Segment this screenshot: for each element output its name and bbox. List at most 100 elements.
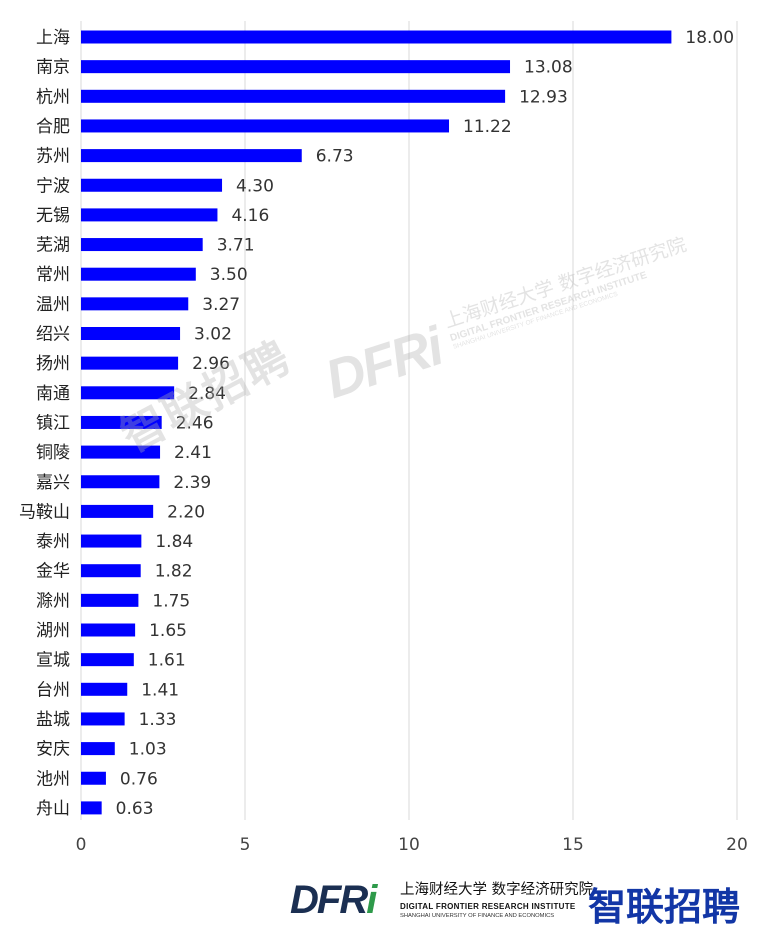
category-label: 马鞍山 <box>19 502 70 522</box>
value-label: 13.08 <box>524 58 573 78</box>
category-label: 安庆 <box>36 740 70 760</box>
category-label: 台州 <box>36 680 70 700</box>
bar <box>81 623 136 637</box>
value-label: 1.41 <box>141 680 179 700</box>
value-label: 1.33 <box>139 710 177 730</box>
bar <box>81 771 106 785</box>
value-label: 2.39 <box>173 473 211 493</box>
category-label: 合肥 <box>36 117 70 137</box>
category-label: 湖州 <box>36 621 70 641</box>
bar <box>81 534 142 548</box>
bar <box>81 504 154 518</box>
bar <box>81 178 223 192</box>
value-label: 0.63 <box>116 799 154 819</box>
dfri-logo-i: i <box>366 878 377 922</box>
bar <box>81 267 196 281</box>
bar <box>81 742 115 756</box>
category-label: 扬州 <box>36 354 70 374</box>
value-label: 1.61 <box>148 651 186 671</box>
category-label: 苏州 <box>36 147 70 167</box>
category-label: 滁州 <box>36 591 70 611</box>
value-label: 6.73 <box>316 147 354 167</box>
bar <box>81 415 162 429</box>
x-tick-label: 5 <box>240 835 251 855</box>
category-label: 南通 <box>36 384 70 404</box>
value-label: 3.71 <box>217 236 255 256</box>
dfri-institute-en-sub: SHANGHAI UNIVERSITY OF FINANCE AND ECONO… <box>400 913 555 919</box>
value-label: 1.03 <box>129 740 167 760</box>
value-label: 0.76 <box>120 769 158 789</box>
dfri-institute-text: 上海财经大学 数字经济研究院 DIGITAL FRONTIER RESEARCH… <box>400 878 593 919</box>
category-label: 上海 <box>36 28 70 48</box>
category-label: 宁波 <box>36 176 70 196</box>
value-label: 3.27 <box>202 295 240 315</box>
bar <box>81 208 218 222</box>
x-tick-label: 15 <box>562 835 584 855</box>
category-label: 池州 <box>36 769 70 789</box>
dfri-institute-cn: 上海财经大学 数字经济研究院 <box>400 882 594 898</box>
bar <box>81 119 450 133</box>
bar <box>81 475 160 489</box>
category-label: 芜湖 <box>36 236 70 256</box>
x-tick-label: 20 <box>726 835 748 855</box>
bar <box>81 238 203 252</box>
category-label: 嘉兴 <box>36 473 70 493</box>
value-label: 4.30 <box>236 176 274 196</box>
category-label: 绍兴 <box>36 325 70 345</box>
zhilian-logo: 智联招聘 <box>588 885 741 929</box>
value-label: 1.65 <box>149 621 187 641</box>
bar <box>81 327 181 340</box>
category-label: 金华 <box>36 562 70 582</box>
value-labels: 18.00 13.08 12.93 11.22 6.73 4.30 4.16 3.71 3.50… <box>116 28 734 819</box>
bar <box>81 30 672 44</box>
category-label: 泰州 <box>36 532 70 552</box>
bar <box>81 89 506 103</box>
value-label: 2.20 <box>167 502 205 522</box>
value-label: 4.16 <box>231 206 269 226</box>
value-label: 3.02 <box>194 325 232 345</box>
value-label: 11.22 <box>463 117 512 137</box>
bar <box>81 653 134 667</box>
value-label: 1.82 <box>155 562 193 582</box>
bar <box>81 682 128 696</box>
bar <box>81 445 161 459</box>
bar <box>81 386 175 400</box>
bar <box>81 801 102 815</box>
value-label: 2.46 <box>176 413 214 433</box>
category-label: 常州 <box>36 265 70 285</box>
bar-chart: 上海南京杭州合肥苏州宁波无锡芜湖常州温州绍兴扬州南通镇江铜陵嘉兴马鞍山泰州金华滁… <box>19 21 748 855</box>
value-label: 2.96 <box>192 354 230 374</box>
value-label: 18.00 <box>685 28 734 48</box>
footer-logos: DFRi 上海财经大学 数字经济研究院 DIGITAL FRONTIER RES… <box>290 872 750 929</box>
value-label: 3.50 <box>210 265 248 285</box>
category-label: 铜陵 <box>36 443 70 463</box>
category-label: 舟山 <box>36 799 70 819</box>
value-label: 1.84 <box>155 532 193 552</box>
x-axis-ticks: 0 5 10 15 20 <box>76 835 748 855</box>
bar <box>81 356 179 370</box>
dfri-logo: DFRi <box>290 878 377 923</box>
value-label: 2.84 <box>188 384 226 404</box>
category-label: 杭州 <box>36 87 70 107</box>
bar <box>81 593 139 607</box>
category-labels: 上海南京杭州合肥苏州宁波无锡芜湖常州温州绍兴扬州南通镇江铜陵嘉兴马鞍山泰州金华滁… <box>19 28 70 819</box>
bar <box>81 712 125 726</box>
bar <box>81 149 302 163</box>
value-label: 1.75 <box>152 591 190 611</box>
bar <box>81 60 511 74</box>
category-label: 镇江 <box>36 413 70 433</box>
bar <box>81 297 189 311</box>
category-label: 温州 <box>36 295 70 315</box>
category-label: 南京 <box>36 58 70 78</box>
x-tick-label: 0 <box>76 835 87 855</box>
category-label: 盐城 <box>36 710 70 730</box>
dfri-logo-main: DFR <box>290 878 368 922</box>
category-label: 无锡 <box>36 206 70 226</box>
bars <box>81 30 672 815</box>
category-label: 宣城 <box>36 651 70 671</box>
value-label: 12.93 <box>519 87 568 107</box>
dfri-institute-en: DIGITAL FRONTIER RESEARCH INSTITUTE <box>400 902 576 911</box>
value-label: 2.41 <box>174 443 212 463</box>
bar <box>81 564 141 578</box>
x-tick-label: 10 <box>398 835 420 855</box>
